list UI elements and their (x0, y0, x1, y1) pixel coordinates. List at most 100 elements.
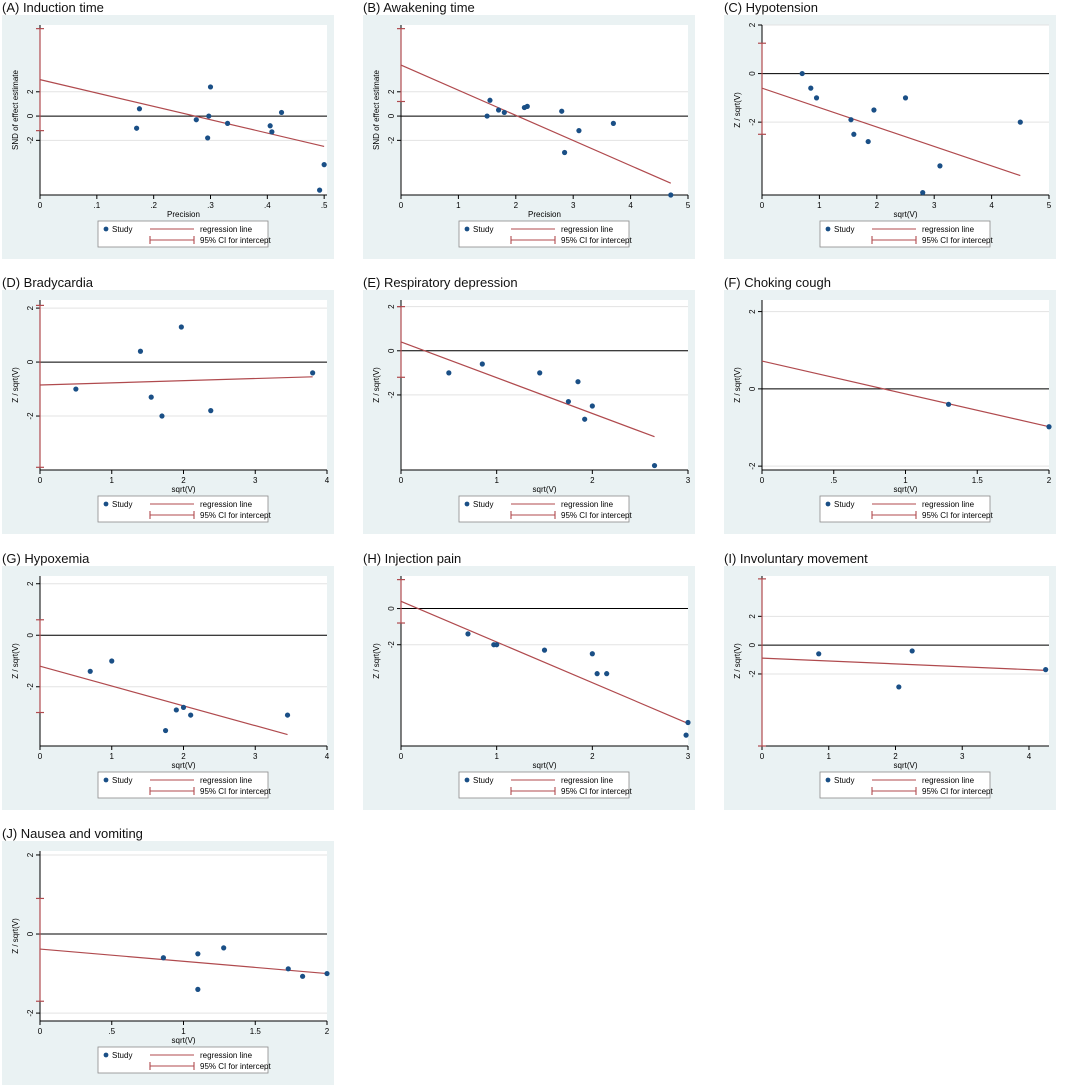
y-tick-label: 2 (26, 852, 35, 857)
regression-line (761, 657, 1046, 671)
y-tick-label: 2 (387, 304, 396, 309)
study-point (310, 370, 316, 376)
legend-regression-label: regression line (922, 776, 975, 785)
x-tick-label: 0 (38, 201, 43, 210)
regression-line (761, 360, 1050, 428)
study-point (487, 97, 493, 103)
panel-title: (E) Respiratory depression (363, 275, 518, 290)
study-point (195, 986, 201, 992)
study-point (321, 162, 327, 168)
study-point (136, 106, 143, 112)
study-point (589, 651, 595, 657)
panel-background: -2 0 0 1 2 3 sqrt(V) Z / sqrt(V) Study regression… (363, 566, 695, 810)
study-point (87, 668, 93, 674)
study-point (221, 945, 227, 951)
y-axis-label: Z / sqrt(V) (11, 643, 20, 679)
panel-background: -2 0 2 0 1 2 3 4 sqrt(V) Z / sqrt(V) Study regressi… (2, 290, 334, 534)
y-axis-label: Z / sqrt(V) (733, 92, 742, 128)
study-point (446, 370, 452, 376)
plot-area (40, 25, 327, 195)
study-point (188, 712, 194, 718)
y-axis-label: Z / sqrt(V) (372, 367, 381, 403)
regression-line (400, 341, 655, 438)
x-axis-label: Precision (167, 210, 200, 219)
study-point (495, 107, 502, 113)
panel-background: -2 0 2 0.5 1 1.5 2 sqrt(V) Z / sqrt(V) Study regre… (724, 290, 1056, 534)
study-point (269, 129, 275, 135)
x-tick-label: 3 (960, 752, 965, 761)
x-tick-label: 3 (932, 201, 937, 210)
x-tick-label: 2 (325, 1027, 330, 1036)
x-axis-label: sqrt(V) (894, 210, 918, 219)
plot-svg: -2 0 0 1 2 3 sqrt(V) Z / sqrt(V) Study regression… (372, 576, 691, 799)
study-point (148, 394, 154, 400)
legend-ci-label: 95% CI for intercept (561, 787, 632, 796)
study-point (284, 712, 291, 718)
study-point (589, 403, 595, 409)
y-tick-label: 0 (748, 642, 757, 647)
legend-box (97, 1046, 269, 1074)
study-point (300, 973, 306, 979)
legend-box (819, 771, 991, 799)
y-axis-label: Z / sqrt(V) (733, 367, 742, 403)
study-point (610, 120, 616, 126)
x-tick-label: 1 (456, 201, 461, 210)
study-point (278, 109, 285, 116)
plot-area (401, 300, 688, 470)
y-tick-label: 2 (26, 89, 35, 94)
study-point (813, 95, 820, 101)
plot-area (762, 576, 1049, 746)
legend-box (458, 220, 630, 248)
study-point (559, 108, 565, 114)
legend-study-label: Study (834, 225, 854, 234)
plot-svg: -2 0 2 0 1 2 3 4 sqrt(V) Z / sqrt(V) Study regressi… (11, 576, 330, 799)
y-axis-label: Z / sqrt(V) (11, 918, 20, 954)
x-tick-label: 2 (590, 752, 595, 761)
plot-svg: -2 0 2 0 1 2 3 4 5 Precision SND of effect estimat… (372, 25, 691, 248)
legend-regression-label: regression line (200, 776, 253, 785)
y-tick-label: 2 (748, 309, 757, 314)
x-tick-label: 3 (686, 476, 691, 485)
y-tick-label: 2 (387, 89, 396, 94)
study-point (484, 113, 490, 119)
x-tick-label: 2 (875, 201, 880, 210)
legend-ci-label: 95% CI for intercept (922, 511, 993, 520)
plot-area (40, 576, 327, 746)
regression-line (39, 948, 328, 975)
regression-line (39, 376, 313, 386)
study-point (594, 671, 600, 677)
legend-box (97, 220, 269, 248)
legend-regression-label: regression line (922, 500, 975, 509)
y-tick-label: -2 (387, 391, 396, 399)
x-tick-label: 4 (325, 752, 330, 761)
legend-study-marker (103, 777, 109, 783)
study-point (195, 951, 201, 957)
x-axis-label: sqrt(V) (894, 761, 918, 770)
study-point (159, 413, 165, 419)
y-tick-label: 0 (26, 931, 35, 936)
plot-svg: -2 0 2 0 1 2 3 4 sqrt(V) Z / sqrt(V) Study regressi… (733, 576, 1049, 799)
x-tick-label: 3 (253, 476, 258, 485)
x-tick-label: 5 (1047, 201, 1052, 210)
study-point (937, 163, 943, 169)
study-point (582, 416, 588, 422)
panel-background: -2 0 2 0 1 2 3 4 5 Precision SND of effect estimat… (363, 15, 695, 259)
study-point (902, 95, 909, 101)
panel-background: -2 0 2 0 1 2 3 4 5 sqrt(V) Z / sqrt(V) Study regress… (724, 15, 1056, 259)
y-tick-label: -2 (26, 412, 35, 420)
study-point (494, 642, 500, 648)
panel-title: (C) Hypotension (724, 0, 818, 15)
plot-area (40, 851, 327, 1021)
study-point (541, 647, 548, 653)
study-point (537, 370, 543, 376)
study-point (173, 707, 179, 713)
legend-study-marker (464, 226, 470, 232)
panel-background: -2 0 2 0.5 1 1.5 2 sqrt(V) Z / sqrt(V) Study regre… (2, 841, 334, 1085)
y-tick-label: -2 (26, 1009, 35, 1017)
legend-study-label: Study (834, 500, 854, 509)
y-tick-label: 0 (387, 113, 396, 118)
plot-area (401, 576, 688, 746)
study-point (501, 109, 507, 116)
study-point (575, 379, 581, 385)
panel-title: (H) Injection pain (363, 551, 462, 566)
